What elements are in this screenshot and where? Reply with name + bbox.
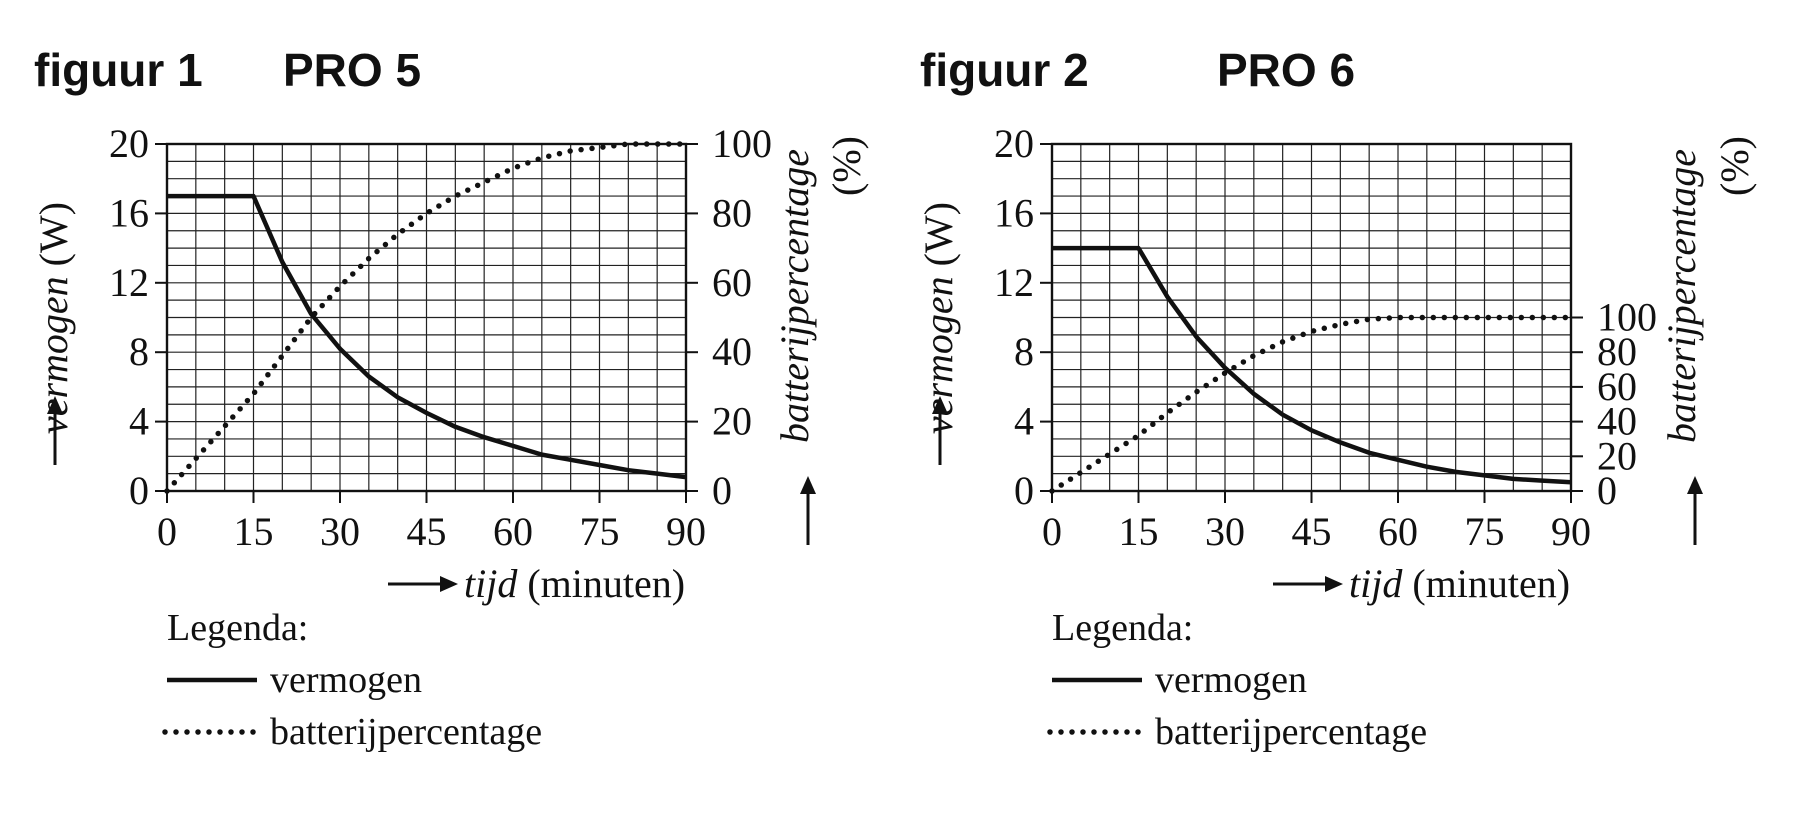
- x-tick-label: 60: [493, 509, 533, 554]
- y-left-tick-label: 0: [129, 468, 149, 513]
- y-right-axis-label-variable: batterijpercentage: [1659, 149, 1704, 443]
- x-tick-label: 0: [157, 509, 177, 554]
- x-axis-label-variable: tijd: [1349, 561, 1403, 606]
- x-tick-label: 30: [1205, 509, 1245, 554]
- x-tick-label: 0: [1042, 509, 1062, 554]
- x-tick-label: 90: [1551, 509, 1591, 554]
- y-left-tick-label: 0: [1014, 468, 1034, 513]
- y-right-tick-label: 80: [712, 190, 752, 235]
- x-tick-label: 60: [1378, 509, 1418, 554]
- series-line-vermogen: [167, 193, 687, 480]
- chart-2: figuur 2 PRO 60 15 30 45 60 75 9004812162002040…: [916, 44, 1757, 753]
- x-axis-arrowhead: [1325, 576, 1343, 592]
- y-right-axis-arrowhead: [800, 476, 816, 494]
- y-right-tick-label: 20: [1597, 433, 1637, 478]
- y-right-tick-label: 40: [712, 329, 752, 374]
- y-left-tick-label: 4: [129, 399, 149, 444]
- y-right-tick-label: 100: [1597, 295, 1657, 340]
- figure-title: figuur 2: [920, 44, 1089, 96]
- y-right-tick-label: 80: [1597, 329, 1637, 374]
- y-left-axis-label: vermogen(W): [31, 202, 76, 434]
- figure-subtitle: PRO 5: [283, 44, 421, 96]
- y-left-tick-label: 20: [994, 121, 1034, 166]
- y-left-axis-label-unit: (W): [916, 202, 961, 266]
- series-line-vermogen: [1052, 245, 1572, 485]
- y-left-tick-label: 8: [1014, 329, 1034, 374]
- x-tick-label: 75: [580, 509, 620, 554]
- y-right-axis-label-unit: (%): [1712, 136, 1757, 196]
- x-tick-label: 45: [1292, 509, 1332, 554]
- y-left-tick-label: 16: [994, 190, 1034, 235]
- y-right-tick-label: 100: [712, 121, 772, 166]
- y-left-tick-label: 12: [994, 260, 1034, 305]
- legend: Legenda: vermogen batterijpercentage: [1047, 607, 1427, 753]
- figure-subtitle: PRO 6: [1217, 44, 1355, 96]
- y-left-tick-label: 8: [129, 329, 149, 374]
- y-left-axis-label-unit: (W): [31, 202, 76, 266]
- legend-label-vermogen: vermogen: [270, 659, 422, 701]
- x-tick-label: 75: [1465, 509, 1505, 554]
- y-right-tick-label: 20: [712, 399, 752, 444]
- x-tick-label: 90: [666, 509, 706, 554]
- y-right-tick-label: 0: [1597, 468, 1617, 513]
- x-axis-label-unit: (minuten): [1412, 561, 1570, 606]
- y-left-tick-label: 16: [109, 190, 149, 235]
- legend-title: Legenda:: [167, 607, 308, 649]
- legend-label-vermogen: vermogen: [1155, 659, 1307, 701]
- x-tick-label: 15: [234, 509, 274, 554]
- y-right-tick-label: 60: [712, 260, 752, 305]
- y-right-axis-label-unit: (%): [824, 136, 869, 196]
- x-tick-label: 30: [320, 509, 360, 554]
- x-axis-label-unit: (minuten): [527, 561, 685, 606]
- y-right-axis-label-variable: batterijpercentage: [772, 149, 817, 443]
- y-left-tick-label: 12: [109, 260, 149, 305]
- grid-lines: [166, 143, 687, 492]
- y-left-tick-label: 20: [109, 121, 149, 166]
- grid-lines: [1051, 143, 1572, 492]
- y-left-axis-arrowhead: [47, 396, 63, 414]
- legend: Legenda: vermogen batterijpercentage: [162, 607, 542, 753]
- x-axis-label-variable: tijd: [464, 561, 518, 606]
- x-axis-arrowhead: [440, 576, 458, 592]
- legend-label-batterijpercentage: batterijpercentage: [270, 711, 542, 753]
- legend-title: Legenda:: [1052, 607, 1193, 649]
- y-right-tick-label: 0: [712, 468, 732, 513]
- legend-label-batterijpercentage: batterijpercentage: [1155, 711, 1427, 753]
- y-left-axis-label: vermogen(W): [916, 202, 961, 434]
- chart-1: figuur 1 PRO 50 15 30 45 60 75 9004812162002040…: [31, 44, 869, 753]
- figure-title: figuur 1: [34, 44, 203, 96]
- y-left-tick-label: 4: [1014, 399, 1034, 444]
- x-axis-label: tijd (minuten): [464, 561, 685, 606]
- y-right-tick-label: 40: [1597, 399, 1637, 444]
- y-right-tick-label: 60: [1597, 364, 1637, 409]
- series-line-batterijpercentage: [164, 141, 689, 494]
- x-tick-label: 15: [1119, 509, 1159, 554]
- x-axis-label: tijd (minuten): [1349, 561, 1570, 606]
- series-line-batterijpercentage: [1049, 314, 1574, 494]
- x-tick-label: 45: [407, 509, 447, 554]
- y-right-axis-arrowhead: [1687, 476, 1703, 494]
- y-left-axis-arrowhead: [932, 396, 948, 414]
